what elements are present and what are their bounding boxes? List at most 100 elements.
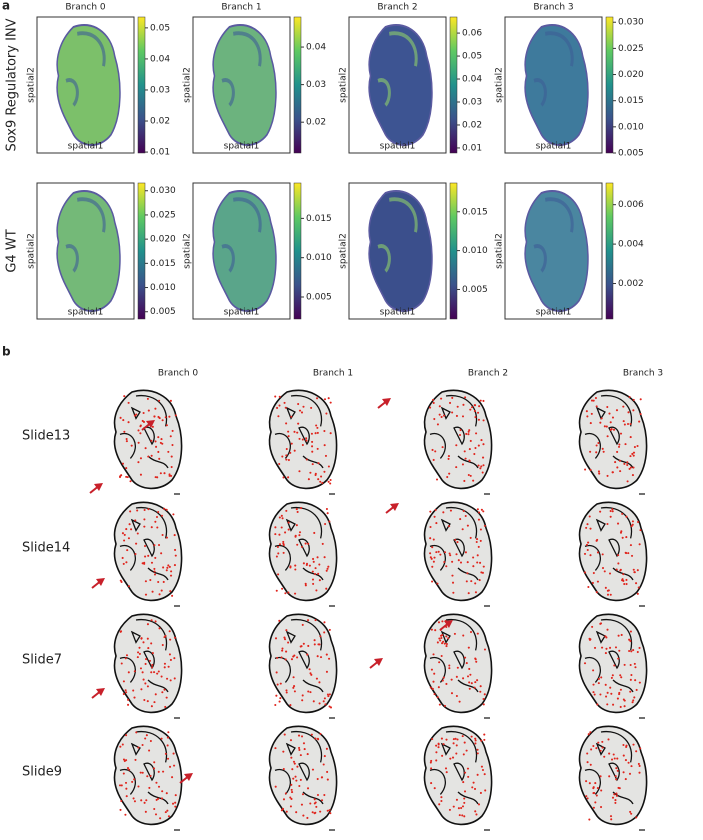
cell-dot xyxy=(474,742,477,745)
cell-dot xyxy=(310,733,313,736)
cell-dot xyxy=(325,653,328,656)
cell-dot xyxy=(144,447,147,450)
cell-dot xyxy=(443,642,446,645)
cell-dot xyxy=(285,422,288,425)
cell-dot xyxy=(326,693,329,696)
cell-dot xyxy=(430,782,433,785)
cell-dot xyxy=(285,810,288,813)
cell-dot xyxy=(290,442,293,445)
cell-dot xyxy=(311,445,314,448)
cell-dot xyxy=(445,643,448,646)
cell-dot xyxy=(599,775,602,778)
cell-dot xyxy=(611,796,615,799)
cell-dot xyxy=(621,536,624,539)
cell-dot xyxy=(160,797,164,800)
cell-dot xyxy=(143,518,146,521)
cell-dot xyxy=(145,799,148,802)
cell-dot xyxy=(431,448,434,452)
cell-dot xyxy=(168,474,171,477)
cell-dot xyxy=(318,702,321,705)
cell-dot xyxy=(430,767,433,770)
embryo-outline xyxy=(578,613,648,714)
cell-dot xyxy=(434,629,437,632)
cell-dot xyxy=(278,395,281,398)
cell-dot xyxy=(586,752,589,755)
cell-dot xyxy=(618,459,621,462)
cell-dot xyxy=(449,509,452,512)
cell-dot xyxy=(316,655,319,658)
cell-dot xyxy=(153,807,156,811)
colorbar-tick-label: 0.020 xyxy=(150,235,176,245)
cell-dot xyxy=(283,636,286,639)
cell-dot xyxy=(438,405,441,408)
colorbar-tick-label: 0.002 xyxy=(618,279,644,289)
colorbar-tick-label: 0.006 xyxy=(618,200,644,210)
cell-dot xyxy=(173,677,176,680)
cell-dot xyxy=(633,696,636,699)
cell-dot xyxy=(163,662,166,665)
cell-dot xyxy=(170,474,173,477)
cell-dot xyxy=(134,758,137,761)
column-title: Branch 3 xyxy=(623,369,663,379)
cell-dot xyxy=(134,519,137,522)
cell-dot xyxy=(587,541,590,544)
cell-dot xyxy=(296,510,299,513)
cell-dot xyxy=(613,793,616,796)
colorbar-tick-label: 0.04 xyxy=(462,75,482,85)
cell-dot xyxy=(139,425,142,428)
cell-dot xyxy=(308,668,311,671)
cell-dot xyxy=(449,757,452,760)
cell-dot xyxy=(595,444,598,447)
cell-dot xyxy=(133,696,136,699)
cell-dot xyxy=(326,778,329,781)
cell-dot xyxy=(476,679,479,682)
cell-dot xyxy=(620,676,623,679)
cell-dot xyxy=(174,794,177,797)
cell-dot xyxy=(435,551,438,554)
cell-dot xyxy=(629,466,632,469)
cell-dot xyxy=(284,792,287,795)
cell-dot xyxy=(125,438,128,441)
cell-dot xyxy=(619,569,622,572)
cell-dot xyxy=(326,512,329,515)
cell-dot xyxy=(173,534,176,537)
cell-dot xyxy=(630,650,633,653)
cell-dot xyxy=(165,536,168,539)
cell-dot xyxy=(315,424,318,427)
cell-dot xyxy=(282,798,286,801)
cell-dot xyxy=(323,444,326,447)
cell-dot xyxy=(120,784,123,787)
cell-dot xyxy=(304,584,307,587)
cell-dot xyxy=(305,439,308,442)
cell-dot xyxy=(294,535,297,538)
cell-dot xyxy=(479,467,482,470)
cell-dot xyxy=(124,689,127,692)
embryo-outline xyxy=(578,725,648,826)
cell-dot xyxy=(144,593,148,596)
cell-dot xyxy=(162,770,165,773)
colorbar-tick-label: 0.05 xyxy=(462,52,482,62)
cell-dot xyxy=(310,432,313,435)
cell-dot xyxy=(294,592,297,595)
cell-dot xyxy=(636,569,639,572)
cell-dot xyxy=(433,418,436,421)
cell-dot xyxy=(635,750,638,753)
cell-dot xyxy=(162,566,165,569)
cell-dot xyxy=(599,805,603,809)
cell-dot xyxy=(123,430,126,433)
cell-dot xyxy=(152,767,156,770)
cell-dot xyxy=(309,672,312,675)
cell-dot xyxy=(309,802,312,805)
cell-dot xyxy=(606,435,609,438)
cell-dot xyxy=(314,737,317,740)
cell-dot xyxy=(327,480,330,483)
cell-dot xyxy=(632,466,635,469)
cell-dot xyxy=(482,456,485,459)
cell-dot xyxy=(314,572,317,576)
cell-dot xyxy=(615,778,618,781)
cell-dot xyxy=(292,676,295,679)
cell-dot xyxy=(142,411,145,415)
cell-dot xyxy=(318,681,321,684)
cell-dot xyxy=(132,797,135,800)
cell-dot xyxy=(285,458,288,461)
